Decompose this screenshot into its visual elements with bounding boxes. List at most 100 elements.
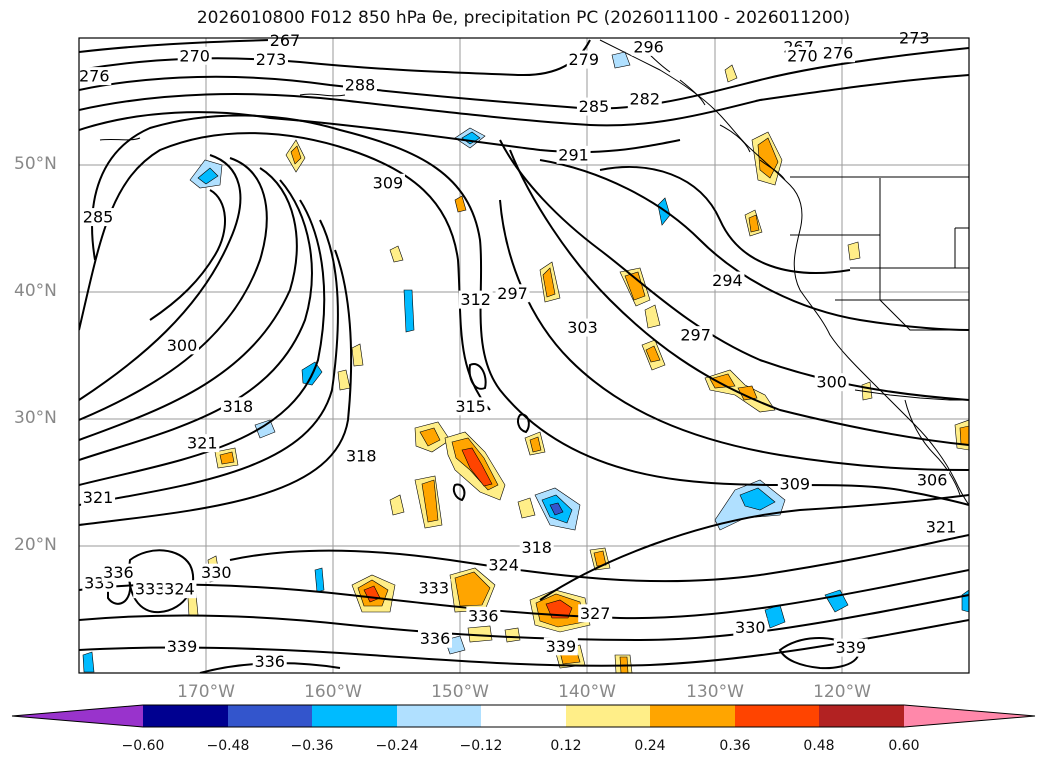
- lon-label-140w: 140°W: [558, 682, 616, 702]
- colorbar-tick-label: 0.60: [888, 738, 920, 754]
- precip-area-positive: [645, 345, 661, 363]
- contour-line: [79, 219, 339, 506]
- contour-label-bg: [486, 556, 521, 575]
- precip-area-positive: [748, 214, 760, 233]
- precip-area-positive: [454, 195, 467, 213]
- intl-border: [854, 389, 969, 401]
- precip-area-positive: [389, 494, 405, 516]
- contour-label-bg: [252, 652, 287, 671]
- precip-area-positive: [644, 304, 661, 329]
- colorbar-segment: [735, 705, 819, 727]
- contour-label-bg: [253, 50, 288, 69]
- contour-label: 321: [187, 434, 218, 453]
- colorbar-tick-label: −0.24: [375, 738, 419, 754]
- contour-label-bg: [814, 373, 849, 392]
- precip-area-positive: [454, 571, 491, 607]
- colorbar-segment: [819, 705, 904, 727]
- contour-label: 324: [488, 556, 519, 575]
- lon-label-160w: 160°W: [304, 682, 362, 702]
- colorbar-tick-label: −0.12: [459, 738, 503, 754]
- contour-line: [79, 199, 326, 486]
- contour-label-bg: [466, 606, 501, 625]
- colorbar-tick-label: −0.60: [121, 738, 165, 754]
- contour-label: 318: [521, 538, 552, 557]
- colorbar-tick-label: −0.48: [206, 738, 250, 754]
- contour-label-bg: [164, 637, 199, 656]
- contour-label-bg: [565, 318, 600, 337]
- precip-area-negative: [314, 567, 325, 593]
- contour-line: [509, 149, 969, 446]
- contour-label: 336: [468, 606, 499, 625]
- precip-area-negative: [254, 419, 276, 439]
- contour-label: 315: [455, 397, 486, 416]
- contour-label-bg: [81, 488, 116, 507]
- contour-line: [79, 157, 268, 421]
- contour-label-bg: [344, 446, 379, 465]
- contour-line: [79, 179, 313, 461]
- contour-label: 333: [418, 578, 449, 597]
- contour-label: 336: [420, 629, 451, 648]
- contour-label: 270: [787, 46, 818, 65]
- colorbar-segment: [566, 705, 650, 727]
- precip-area-positive: [593, 550, 607, 567]
- precip-area-positive: [461, 447, 493, 487]
- contour-line: [539, 494, 969, 601]
- contour-label-bg: [576, 97, 611, 116]
- colorbar-segment: [397, 705, 481, 727]
- map-frame: [78, 37, 970, 674]
- colorbar-tick-label: 0.48: [803, 738, 835, 754]
- contour-label: 339: [546, 637, 577, 656]
- contour-label: 285: [579, 97, 610, 116]
- precip-area-positive: [389, 245, 404, 263]
- colorbar-segment: [481, 705, 566, 727]
- colorbar-extend-low: [12, 705, 143, 727]
- contour-label-bg: [177, 46, 212, 65]
- precip-area-positive: [529, 436, 542, 453]
- colorbar-segment: [228, 705, 312, 727]
- contour-label-bg: [556, 145, 591, 164]
- contour-label: 309: [780, 474, 811, 493]
- contour-label-bg: [416, 578, 451, 597]
- precip-area-negative: [611, 51, 631, 69]
- contour-label: 336: [254, 652, 285, 671]
- precip-area-negative: [197, 167, 219, 185]
- contour-line: [79, 111, 681, 154]
- contour-label-bg: [267, 31, 302, 50]
- contour-label-bg: [342, 75, 377, 94]
- contour-label: 291: [558, 145, 589, 164]
- contour-line: [79, 74, 969, 127]
- lat-label-20n: 20°N: [14, 535, 57, 555]
- colorbar-segment: [650, 705, 735, 727]
- contour-line: [79, 619, 969, 667]
- contour-label-bg: [915, 470, 950, 489]
- contour-label-bg: [220, 397, 255, 416]
- contour-label-bg: [631, 37, 666, 56]
- contour-label-bg: [495, 284, 530, 303]
- precip-area-positive: [737, 385, 758, 401]
- contour-label-bg: [133, 580, 168, 599]
- lon-label-130w: 130°W: [686, 682, 744, 702]
- contour-label-bg: [81, 208, 116, 227]
- contour-label-bg: [924, 517, 959, 536]
- colorbar-extend-high: [904, 705, 1035, 727]
- lon-label-170w: 170°W: [177, 682, 235, 702]
- contour-label-bg: [77, 67, 112, 86]
- contour-label-bg: [833, 638, 868, 657]
- contour-label-bg: [733, 618, 768, 637]
- figure-title: 2026010800 F012 850 hPa θe, precipitatio…: [196, 8, 851, 28]
- contour-label: 336: [103, 563, 134, 582]
- coastline: [639, 44, 786, 181]
- contour-labels: 2672702732762882792962822852672702762732…: [77, 29, 959, 671]
- contour-label-bg: [777, 474, 812, 493]
- contour-label: 327: [580, 604, 611, 623]
- precip-area-positive: [421, 479, 439, 523]
- contour-label-bg: [543, 637, 578, 656]
- colorbar-tick-label: 0.12: [550, 738, 582, 754]
- precip-area-negative: [739, 487, 776, 511]
- contour-line: [79, 39, 591, 77]
- precip-area-positive: [542, 267, 556, 298]
- contour-label-bg: [710, 271, 745, 290]
- precip-area-negative: [549, 502, 564, 516]
- precip-area-positive: [624, 271, 646, 301]
